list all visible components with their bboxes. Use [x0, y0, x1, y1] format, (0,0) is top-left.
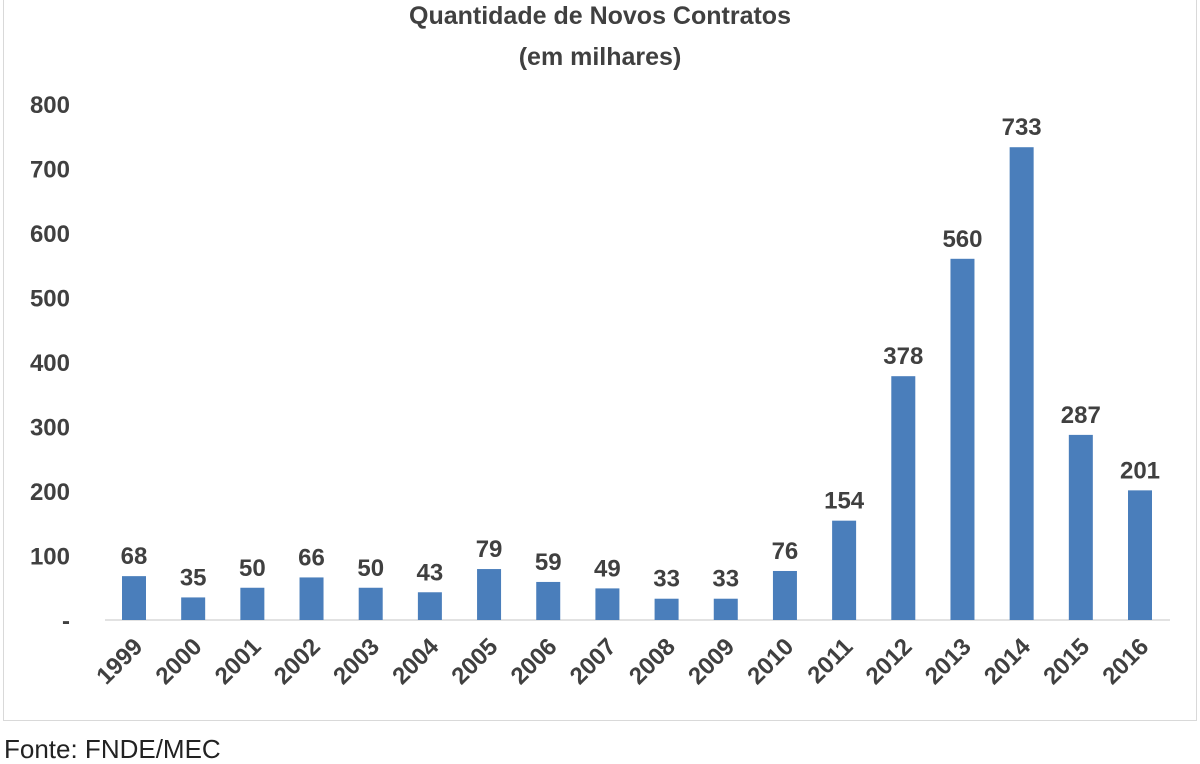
y-tick-label: 600	[30, 221, 70, 248]
source-note: Fonte: FNDE/MEC	[4, 734, 221, 764]
bar-2002	[299, 577, 324, 620]
x-tick-label: 2006	[506, 633, 563, 690]
y-tick-label: 500	[30, 286, 70, 313]
y-tick-label: 800	[30, 92, 70, 119]
bar-2008	[654, 598, 679, 620]
y-tick-label: -	[62, 608, 70, 635]
x-tick-label: 2008	[624, 633, 681, 690]
bar-2015	[1068, 434, 1093, 620]
y-tick-label: 200	[30, 479, 70, 506]
data-label: 49	[594, 555, 621, 582]
bar-2013	[950, 258, 975, 620]
bar-2006	[536, 581, 561, 620]
bar-2016	[1128, 490, 1152, 620]
bar-2001	[240, 587, 265, 620]
bar-2005	[477, 569, 502, 620]
bar-2010	[772, 570, 797, 620]
data-label: 733	[1002, 114, 1042, 141]
y-tick-label: 400	[30, 350, 70, 377]
bar-2014	[1009, 147, 1034, 620]
data-label: 50	[239, 555, 266, 582]
data-label: 33	[653, 566, 680, 593]
data-label: 76	[772, 538, 799, 565]
bar-2004	[417, 592, 442, 620]
x-tick-label: 2004	[387, 633, 444, 690]
chart-subtitle: (em milhares)	[519, 43, 682, 71]
x-tick-label: 2001	[210, 633, 267, 690]
bar-2012	[891, 376, 916, 620]
data-label: 33	[712, 566, 739, 593]
data-label: 50	[357, 555, 384, 582]
x-tick-label: 2009	[683, 633, 740, 690]
data-label: 201	[1120, 457, 1160, 484]
x-tick-label: 2002	[269, 633, 326, 690]
chart-frame	[3, 0, 1197, 721]
chart-title: Quantidade de Novos Contratos	[409, 2, 791, 30]
bar-1999	[122, 576, 146, 620]
y-tick-label: 700	[30, 157, 70, 184]
x-tick-label: 2007	[565, 633, 622, 690]
y-tick-label: 100	[30, 544, 70, 571]
data-label: 287	[1061, 402, 1101, 429]
bar-2003	[358, 587, 383, 620]
data-label: 68	[121, 543, 148, 570]
data-label: 35	[180, 564, 207, 591]
x-tick-label: 2000	[151, 633, 208, 690]
data-label: 66	[298, 544, 325, 571]
bar-2007	[595, 588, 620, 620]
x-tick-label: 2013	[920, 633, 977, 690]
x-tick-label: 2010	[742, 633, 799, 690]
data-label: 378	[883, 343, 923, 370]
x-tick-label: 2012	[861, 633, 918, 690]
x-tick-label: 2011	[802, 633, 858, 689]
x-tick-label: 2014	[979, 633, 1036, 690]
data-label: 59	[535, 549, 562, 576]
x-tick-label: 2003	[328, 633, 385, 690]
data-label: 79	[476, 536, 503, 563]
x-tick-label: 1999	[91, 633, 148, 690]
data-label: 154	[824, 488, 865, 515]
x-tick-label: 2016	[1097, 633, 1154, 690]
bar-2009	[713, 598, 738, 620]
x-tick-label: 2015	[1038, 633, 1095, 690]
x-tick-label: 2005	[446, 633, 503, 690]
bar-2000	[181, 597, 206, 620]
data-label: 43	[417, 559, 444, 586]
bar-2011	[832, 520, 857, 620]
data-label: 560	[942, 226, 982, 253]
y-tick-label: 300	[30, 415, 70, 442]
